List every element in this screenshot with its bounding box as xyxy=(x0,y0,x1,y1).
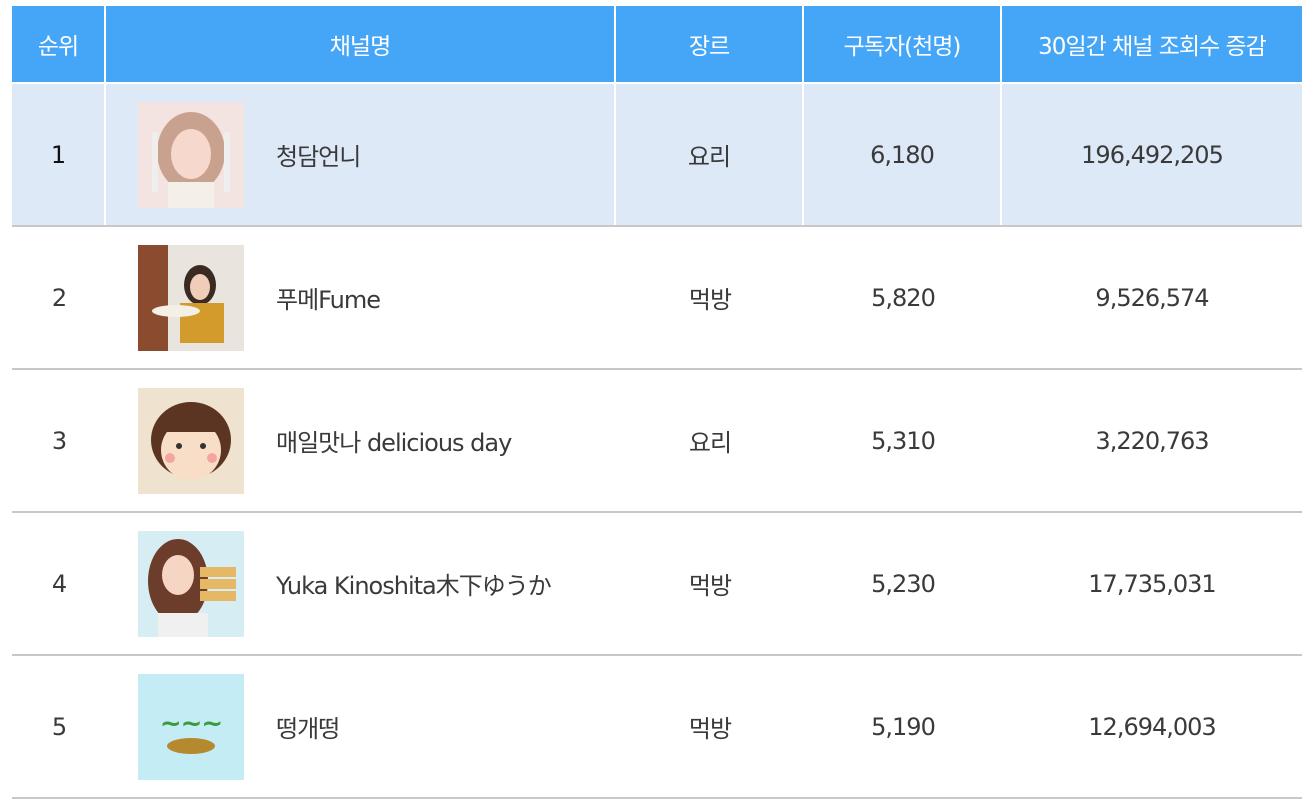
cell: 먹방 xyxy=(688,286,732,314)
svg-text:~~~: ~~~ xyxy=(160,709,222,739)
cell: 청담언니 xyxy=(106,84,616,225)
table-row: 5 ~~~ 떵개떵 먹방 5,190 12,694,003 xyxy=(12,656,1302,799)
cell: 푸메Fume xyxy=(106,227,616,368)
cell: 6,180 xyxy=(804,84,1002,225)
table-row: 4 Yuka Kinoshita木下ゆうか 먹방 5,230 17,735,031 xyxy=(12,513,1302,656)
cell: ~~~ 떵개떵 xyxy=(106,656,616,797)
channel-name: Yuka Kinoshita木下ゆうか xyxy=(276,572,552,600)
channel-name: 떵개떵 xyxy=(276,715,340,743)
cell: 196,492,205 xyxy=(1002,84,1302,225)
cell: 요리 xyxy=(688,429,732,457)
cell: 5 xyxy=(51,712,67,741)
channel-thumbnail xyxy=(138,244,244,351)
cell: 5,230 xyxy=(871,569,936,598)
cell: 1 xyxy=(12,84,106,225)
cell: Yuka Kinoshita木下ゆうか xyxy=(106,513,616,654)
header-row: 순위 채널명 장르 구독자(천명) 30일간 채널 조회수 증감 xyxy=(12,6,1302,82)
cell: 요리 xyxy=(616,84,804,225)
header-cell: 채널명 xyxy=(106,6,616,82)
channel-thumbnail xyxy=(138,530,244,637)
channel-thumbnail xyxy=(138,387,244,494)
channel-name: 푸메Fume xyxy=(276,286,381,314)
cell: 2 xyxy=(51,283,67,312)
cell: 먹방 xyxy=(688,572,732,600)
cell: 먹방 xyxy=(688,715,732,743)
header-cell: 30일간 채널 조회수 증감 xyxy=(1002,6,1302,82)
channel-name: 청담언니 xyxy=(276,143,361,171)
table-row: 1 청담언니 요리 6,180 196,492,205 xyxy=(12,84,1302,227)
cell: 17,735,031 xyxy=(1088,569,1216,598)
table-row: 3 매일맛나 delicious day 요리 5,310 3,220,763 xyxy=(12,370,1302,513)
cell: 5,310 xyxy=(871,426,936,455)
cell: 3 xyxy=(51,426,67,455)
channel-thumbnail: ~~~ xyxy=(138,673,244,780)
channel-name: 매일맛나 delicious day xyxy=(276,429,512,457)
cell: 5,190 xyxy=(871,712,936,741)
cell: 4 xyxy=(51,569,67,598)
cell: 12,694,003 xyxy=(1088,712,1216,741)
header-cell: 장르 xyxy=(616,6,804,82)
cell: 3,220,763 xyxy=(1095,426,1209,455)
cell: 5,820 xyxy=(871,283,936,312)
table-row: 2 푸메Fume 먹방 5,820 9,526,574 xyxy=(12,227,1302,370)
channel-thumbnail xyxy=(138,101,244,208)
cell: 매일맛나 delicious day xyxy=(106,370,616,511)
cell: 9,526,574 xyxy=(1095,283,1209,312)
header-cell: 순위 xyxy=(12,6,106,82)
header-cell: 구독자(천명) xyxy=(804,6,1002,82)
